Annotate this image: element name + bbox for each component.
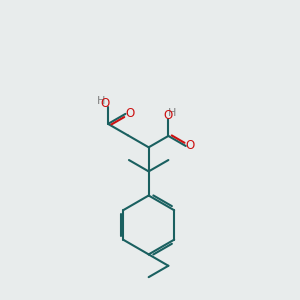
Text: O: O [101,97,110,110]
Text: O: O [164,110,173,122]
Text: O: O [185,140,194,152]
Text: H: H [168,108,177,118]
Text: O: O [125,107,135,120]
Text: H: H [97,96,106,106]
